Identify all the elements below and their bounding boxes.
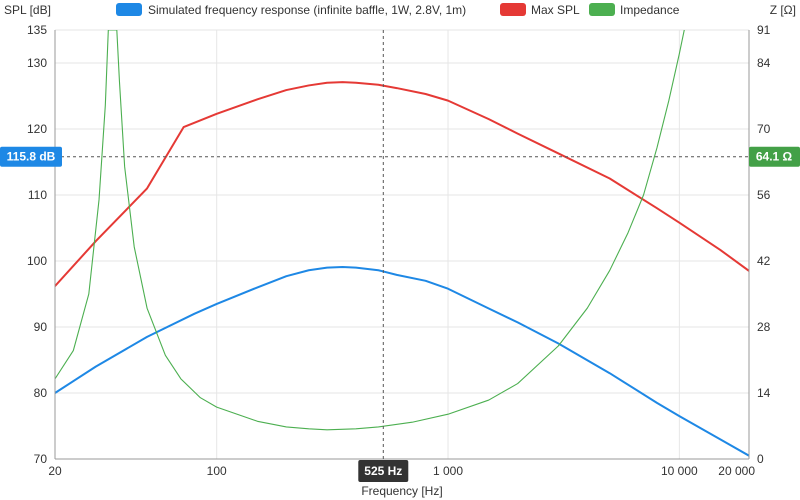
right-tick-label: 91 (757, 23, 771, 37)
grid (55, 29, 749, 459)
series-line-impedance (55, 30, 685, 431)
left-tick-label: 120 (27, 122, 47, 136)
legend-item-max-spl[interactable]: Max SPL (500, 3, 580, 17)
readout-badge (749, 146, 800, 167)
right-tick-label: 14 (757, 386, 771, 400)
right-tick-label: 56 (757, 188, 771, 202)
right-tick-label: 0 (757, 452, 764, 466)
left-tick-label: 130 (27, 56, 47, 70)
left-tick-label: 135 (27, 23, 47, 37)
cursor-left-readout: 115.8 dB (0, 146, 62, 167)
x-axis-label: Frequency [Hz] (361, 484, 442, 498)
x-tick-label: 20 000 (718, 464, 755, 478)
x-tick-label: 10 000 (661, 464, 698, 478)
left-tick-label: 90 (34, 320, 48, 334)
readout-text: 115.8 dB (7, 150, 56, 164)
right-axis-label: Z [Ω] (770, 3, 796, 17)
cursor-right-readout: 64.1 Ω (749, 146, 800, 167)
x-axis-ticks: 20 100 1 000 10 000 20 000 (48, 464, 755, 478)
left-tick-label: 80 (34, 386, 48, 400)
legend-item-impedance[interactable]: Impedance (589, 3, 680, 17)
right-tick-label: 84 (757, 56, 771, 70)
x-tick-label: 20 (48, 464, 62, 478)
legend-item-frequency-response[interactable]: Simulated frequency response (infinite b… (116, 3, 466, 17)
right-tick-label: 42 (757, 254, 771, 268)
left-tick-label: 100 (27, 254, 47, 268)
x-tick-label: 1 000 (433, 464, 463, 478)
legend-swatch (116, 3, 142, 16)
legend-label: Max SPL (531, 3, 580, 17)
left-axis-label: SPL [dB] (4, 3, 51, 17)
series-line-simulated-frequency-response-infinite-baffle-1w-2-8v-1m (55, 265, 749, 457)
left-tick-label: 110 (28, 188, 47, 202)
readout-badge (358, 460, 409, 482)
cursor-frequency-readout: 525 Hz (358, 460, 409, 482)
right-tick-label: 28 (757, 320, 771, 334)
left-tick-label: 70 (34, 452, 48, 466)
readout-text: 64.1 Ω (756, 150, 793, 164)
legend-swatch (589, 3, 615, 16)
series-layer (55, 30, 749, 457)
legend-label: Impedance (620, 3, 680, 17)
right-tick-label: 70 (757, 122, 771, 136)
readout-text: 525 Hz (364, 464, 402, 478)
right-axis-ticks: 0 14 28 42 56 70 84 91 (757, 23, 771, 466)
series-line-max-spl (55, 81, 749, 288)
left-axis-ticks: 70 80 90 100 110 120 130 135 (27, 23, 47, 466)
readout-badge (0, 146, 62, 167)
legend: Simulated frequency response (infinite b… (116, 3, 680, 17)
legend-swatch (500, 3, 526, 16)
x-tick-label: 100 (207, 464, 227, 478)
legend-label: Simulated frequency response (infinite b… (148, 3, 466, 17)
